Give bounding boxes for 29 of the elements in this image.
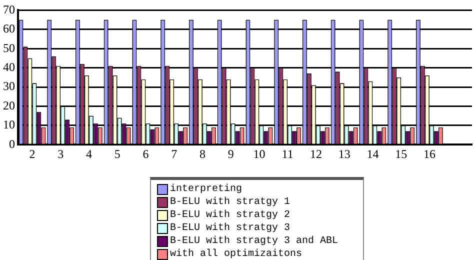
x-tick-label: 13 — [338, 146, 350, 161]
y-tick-label: 60 — [3, 22, 15, 36]
y-tick-label: 70 — [3, 2, 15, 16]
y-tick-label: 0 — [9, 136, 15, 151]
x-tick-label: 9 — [228, 146, 234, 161]
x-tick-label: 6 — [142, 146, 149, 161]
legend-label: with all optimizaitons — [170, 248, 302, 260]
legend-label: B-ELU with stratgy 2 — [170, 209, 290, 222]
x-tick-label: 14 — [366, 146, 379, 161]
x-tick-label: 16 — [423, 146, 436, 161]
y-tick-label: 20 — [3, 98, 15, 112]
legend-label: B-ELU with stragty 3 and ABL — [170, 235, 338, 248]
x-tick-label: 10 — [253, 146, 266, 161]
x-tick-label: 15 — [395, 146, 408, 161]
x-tick-label: 2 — [29, 146, 36, 161]
y-tick-label: 40 — [3, 60, 15, 74]
legend-label: B-ELU with stratgy 1 — [170, 196, 290, 209]
x-tick-label: 3 — [58, 146, 64, 161]
legend-label: interpreting — [170, 183, 242, 196]
y-tick-label: 50 — [3, 40, 15, 55]
x-tick-label: 11 — [282, 146, 294, 161]
x-tick-label: 5 — [114, 146, 120, 161]
x-tick-label: 12 — [310, 146, 322, 161]
x-tick-label: 8 — [199, 146, 206, 161]
y-tick-label: 10 — [3, 118, 15, 132]
legend-label: B-ELU with stratgy 3 — [170, 222, 290, 235]
x-tick-label: 7 — [171, 146, 178, 161]
x-tick-label: 4 — [86, 146, 92, 161]
y-tick-label: 30 — [3, 79, 15, 94]
